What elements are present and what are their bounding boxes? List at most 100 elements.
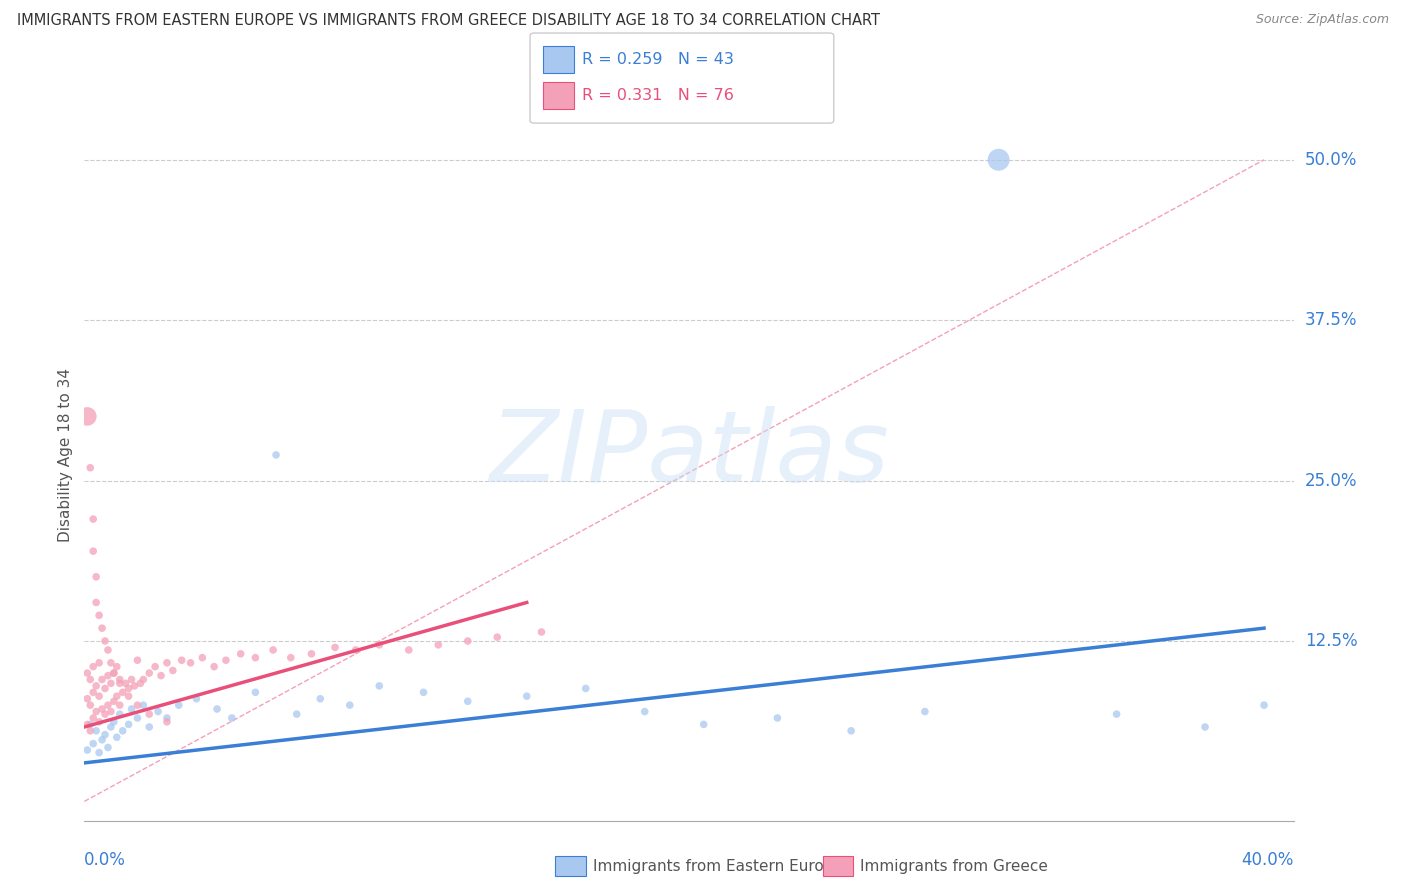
Point — [76, 691, 98, 706]
Point — [264, 448, 287, 462]
Point — [692, 717, 714, 731]
Point — [156, 711, 179, 725]
Point — [121, 673, 143, 687]
Point — [108, 673, 131, 687]
Point — [97, 740, 120, 755]
Point — [103, 694, 125, 708]
Point — [111, 685, 134, 699]
Point — [839, 723, 862, 738]
Point — [82, 737, 104, 751]
Point — [84, 570, 107, 584]
Point — [87, 689, 110, 703]
Point — [79, 673, 101, 687]
Point — [412, 685, 434, 699]
Point — [229, 647, 252, 661]
Point — [84, 723, 107, 738]
Point — [215, 653, 238, 667]
Point — [301, 647, 323, 661]
Point — [323, 640, 346, 655]
Point — [124, 679, 146, 693]
Point — [245, 685, 267, 699]
Point — [111, 723, 134, 738]
Point — [138, 666, 160, 681]
Point — [156, 656, 179, 670]
Point — [91, 621, 114, 635]
Text: 40.0%: 40.0% — [1241, 851, 1294, 869]
Point — [339, 698, 361, 713]
Point — [285, 707, 308, 722]
Point — [108, 698, 131, 713]
Point — [280, 650, 302, 665]
Point — [127, 711, 149, 725]
Point — [105, 730, 128, 744]
Point — [156, 714, 179, 729]
Text: Source: ZipAtlas.com: Source: ZipAtlas.com — [1256, 13, 1389, 27]
Point — [97, 643, 120, 657]
Point — [100, 720, 122, 734]
Point — [114, 676, 136, 690]
Point — [79, 698, 101, 713]
Point — [82, 711, 104, 725]
Point — [103, 666, 125, 681]
Point — [117, 717, 139, 731]
Point — [170, 653, 193, 667]
Point — [82, 685, 104, 699]
Point — [79, 460, 101, 475]
Point — [108, 676, 131, 690]
Point — [94, 681, 117, 696]
Point — [84, 595, 107, 609]
Point — [76, 717, 98, 731]
Point — [127, 653, 149, 667]
Point — [84, 705, 107, 719]
Text: 12.5%: 12.5% — [1305, 632, 1357, 650]
Point — [634, 705, 657, 719]
Point — [91, 702, 114, 716]
Text: 0.0%: 0.0% — [84, 851, 127, 869]
Point — [167, 698, 190, 713]
Point — [150, 668, 173, 682]
Point — [516, 689, 538, 703]
Point — [91, 673, 114, 687]
Point — [127, 698, 149, 713]
Text: Immigrants from Greece: Immigrants from Greece — [860, 859, 1049, 873]
Point — [100, 705, 122, 719]
Point — [79, 717, 101, 731]
Point — [117, 681, 139, 696]
Point — [103, 714, 125, 729]
Point — [97, 668, 120, 682]
Text: 25.0%: 25.0% — [1305, 472, 1357, 490]
Point — [105, 659, 128, 673]
Point — [94, 728, 117, 742]
Point — [97, 698, 120, 713]
Point — [191, 650, 214, 665]
Point — [457, 694, 479, 708]
Point — [368, 638, 391, 652]
Point — [91, 732, 114, 747]
Point — [309, 691, 332, 706]
Point — [1105, 707, 1128, 722]
Point — [100, 676, 122, 690]
Point — [344, 643, 367, 657]
Point — [117, 689, 139, 703]
Point — [132, 698, 155, 713]
Point — [82, 512, 104, 526]
Point — [245, 650, 267, 665]
Point — [486, 630, 509, 644]
Text: 50.0%: 50.0% — [1305, 151, 1357, 169]
Text: R = 0.259   N = 43: R = 0.259 N = 43 — [582, 53, 734, 67]
Point — [87, 656, 110, 670]
Point — [82, 544, 104, 558]
Point — [87, 714, 110, 729]
Point — [132, 673, 155, 687]
Point — [1194, 720, 1216, 734]
Point — [138, 720, 160, 734]
Point — [121, 702, 143, 716]
Point — [82, 659, 104, 673]
Point — [427, 638, 450, 652]
Text: R = 0.331   N = 76: R = 0.331 N = 76 — [582, 88, 734, 103]
Point — [575, 681, 598, 696]
Point — [368, 679, 391, 693]
Y-axis label: Disability Age 18 to 34: Disability Age 18 to 34 — [58, 368, 73, 542]
Point — [202, 659, 225, 673]
Point — [79, 723, 101, 738]
